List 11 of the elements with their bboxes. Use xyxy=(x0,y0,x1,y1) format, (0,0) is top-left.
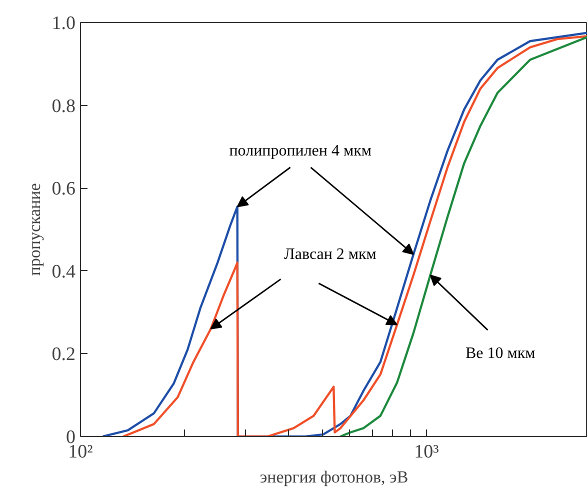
annotation: Лавсан 2 мкм xyxy=(284,246,376,263)
y-tick-label: 0.6 xyxy=(52,178,76,200)
y-tick-label: 0.8 xyxy=(52,96,76,117)
annotation: полипропилен 4 мкм xyxy=(229,142,372,160)
y-axis-title: пропускание xyxy=(24,183,44,276)
y-tick-label: 1.0 xyxy=(52,13,76,34)
annotation: Be 10 мкм xyxy=(465,345,536,362)
y-tick-label: 0.2 xyxy=(52,344,76,366)
x-axis-title: энергия фотонов, эВ xyxy=(260,468,408,486)
y-tick-label: 0.4 xyxy=(52,261,76,282)
x-tick-label: 10³ xyxy=(414,442,440,462)
